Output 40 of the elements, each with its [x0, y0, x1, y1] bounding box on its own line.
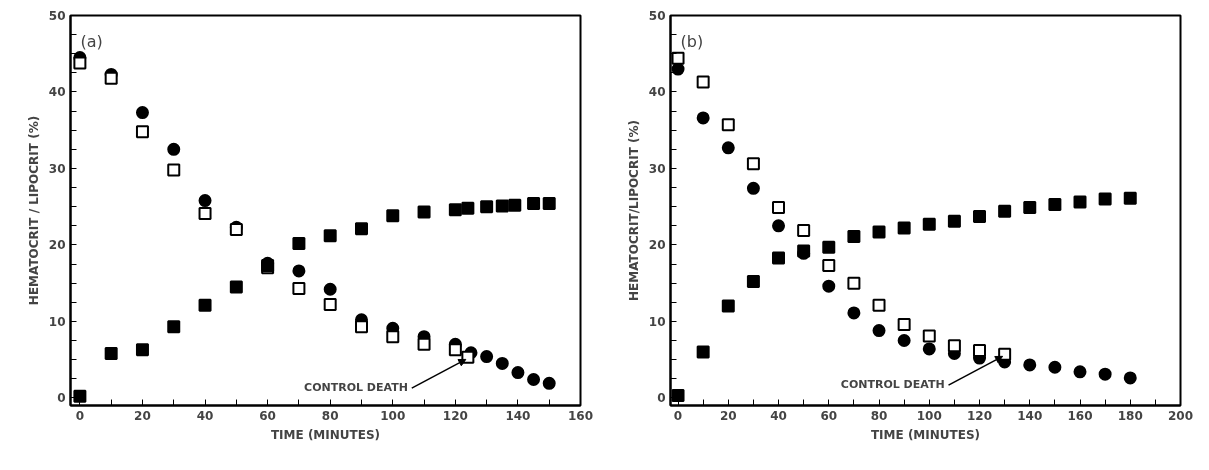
x-tick-label: 0: [75, 408, 85, 423]
y-tick-label: 30: [648, 161, 666, 176]
x-tick-label: 40: [770, 408, 787, 423]
x-tick-label: 60: [820, 408, 838, 423]
x-tick-label: 20: [134, 408, 151, 423]
x-tick-label: 160: [567, 408, 594, 423]
y-tick-label: 50: [48, 9, 66, 23]
x-tick-label: 80: [321, 408, 339, 423]
y-axis-title: HEMATOCRIT/LIPOCRIT (%): [626, 120, 641, 301]
x-tick-label: 80: [870, 408, 888, 423]
y-tick-label: 40: [648, 85, 666, 100]
y-tick-label: 20: [648, 238, 666, 253]
y-tick-label: 10: [648, 314, 666, 329]
x-tick-label: 140: [1017, 408, 1043, 423]
annotation: CONTROL DEATH: [840, 377, 945, 391]
y-tick-label: 20: [48, 238, 66, 253]
x-tick-label: 0: [673, 408, 683, 423]
x-tick-label: 40: [196, 408, 214, 423]
x-tick-label: 120: [442, 408, 468, 423]
y-tick-label: 50: [648, 9, 666, 23]
x-tick-label: 200: [1167, 408, 1194, 423]
y-tick-label: 40: [48, 85, 66, 100]
x-tick-label: 140: [505, 408, 531, 423]
x-tick-label: 120: [966, 408, 993, 423]
annotation: CONTROL DEATH: [304, 380, 408, 394]
x-tick-label: 100: [916, 408, 942, 423]
x-tick-label: 160: [1067, 408, 1093, 423]
annotation: (a): [80, 31, 103, 51]
x-axis-title: TIME (MINUTES): [270, 427, 381, 442]
x-tick-label: 100: [380, 408, 406, 423]
y-tick-label: 0: [657, 391, 666, 406]
y-tick-label: 0: [57, 391, 66, 406]
y-axis-title: HEMATOCRIT / LIPOCRIT (%): [26, 115, 41, 306]
y-tick-label: 30: [48, 161, 66, 176]
x-tick-label: 20: [719, 408, 737, 423]
y-tick-label: 10: [48, 314, 66, 329]
x-axis-title: TIME (MINUTES): [870, 427, 981, 442]
annotation: (b): [680, 31, 704, 51]
x-tick-label: 180: [1117, 408, 1143, 423]
x-tick-label: 60: [259, 408, 276, 423]
